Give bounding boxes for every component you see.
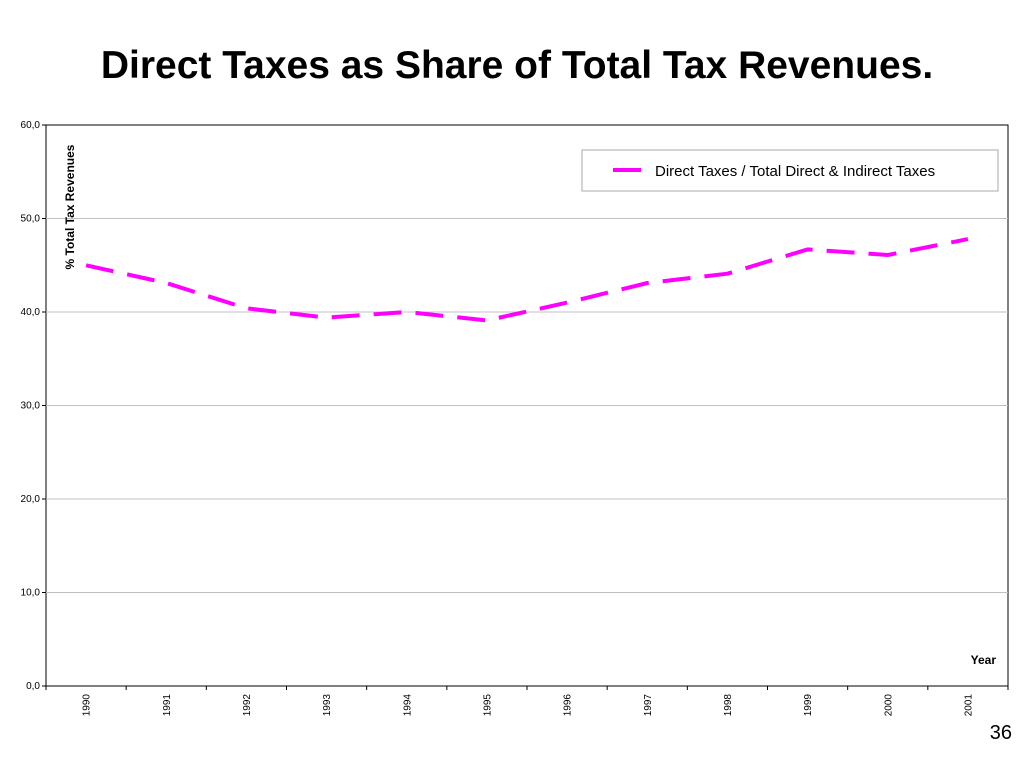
y-tick-label: 20,0 — [21, 494, 41, 505]
y-tick-label: 40,0 — [21, 307, 41, 318]
x-tick-label: 1999 — [803, 694, 814, 717]
x-tick-label: 1996 — [563, 694, 574, 717]
legend: Direct Taxes / Total Direct & Indirect T… — [581, 149, 999, 192]
x-axis-ticks: 1990 1991 1992 1993 1994 1995 1996 1997 1998 1999… — [45, 686, 1009, 717]
x-tick-label: 1993 — [322, 694, 333, 717]
y-tick-label: 10,0 — [21, 588, 41, 599]
x-tick-label: 1994 — [402, 694, 413, 717]
x-tick-label: 2000 — [883, 694, 894, 717]
x-tick-label: 2001 — [963, 694, 974, 717]
y-axis-title: % Total Tax Revenues — [63, 144, 77, 269]
gridlines — [46, 218, 1008, 593]
x-tick-label: 1995 — [482, 694, 493, 717]
legend-label: Direct Taxes / Total Direct & Indirect T… — [655, 163, 935, 180]
series-line — [85, 237, 969, 323]
series-layer — [85, 237, 969, 323]
y-tick-label: 50,0 — [21, 214, 41, 225]
x-tick-label: 1998 — [723, 694, 734, 717]
x-axis-title: Year — [971, 653, 997, 667]
y-axis-ticks: 0,0 10,0 20,0 30,0 40,0 50,0 60,0 — [21, 120, 46, 692]
x-tick-label: 1990 — [82, 694, 93, 717]
slide-title: Direct Taxes as Share of Total Tax Reven… — [100, 44, 934, 87]
x-tick-label: 1992 — [242, 694, 253, 717]
y-tick-label: 60,0 — [21, 120, 41, 131]
x-tick-label: 1997 — [643, 694, 654, 717]
legend-box — [581, 149, 999, 192]
page-number: 36 — [989, 722, 1012, 744]
x-tick-label: 1991 — [162, 694, 173, 717]
y-tick-label: 0,0 — [26, 681, 40, 692]
y-tick-label: 30,0 — [21, 401, 41, 412]
